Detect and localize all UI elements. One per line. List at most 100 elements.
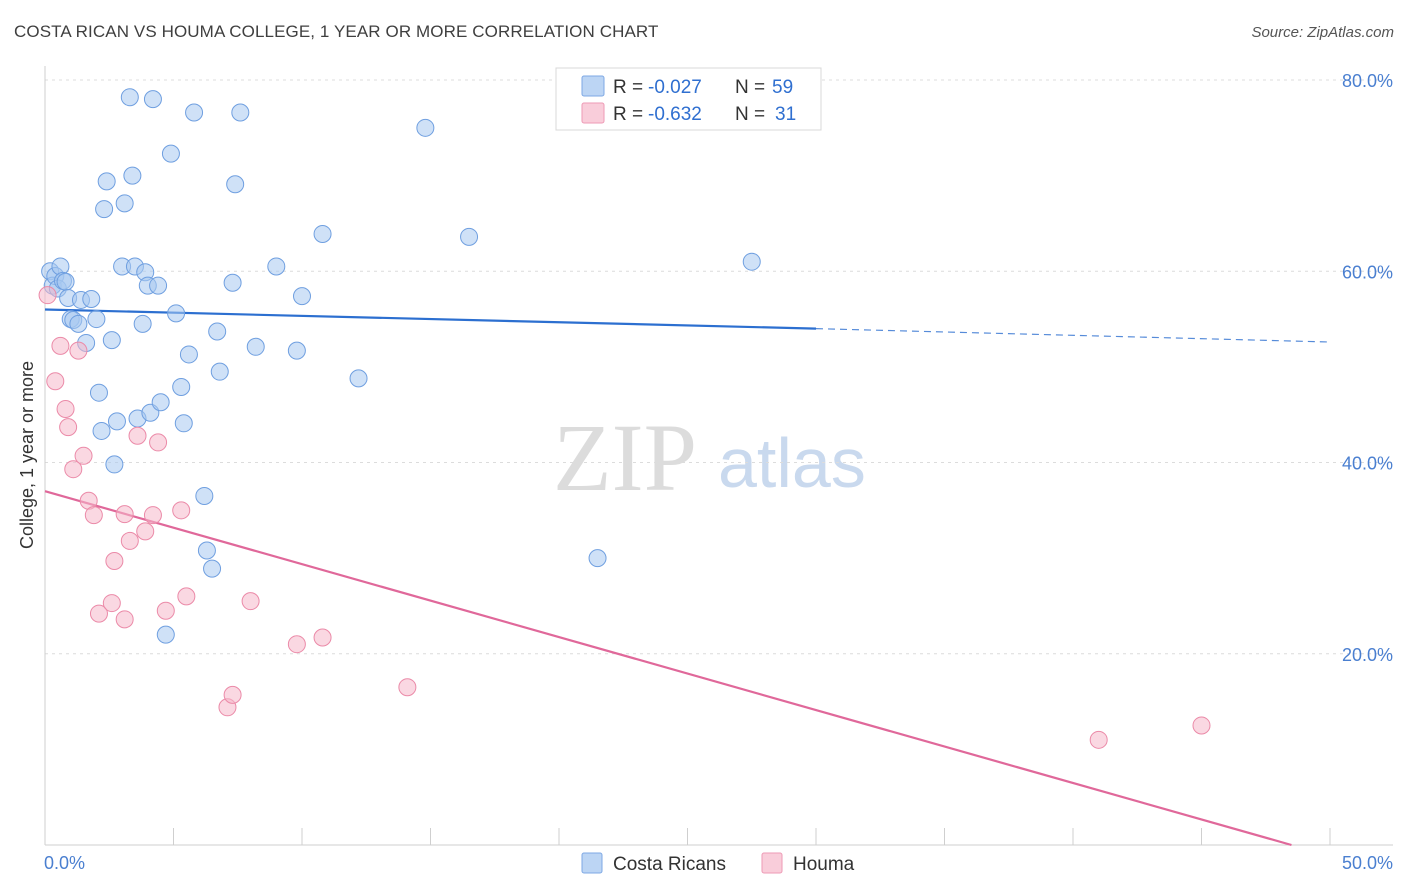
legend-r-value-2: -0.632	[648, 104, 702, 125]
legend-n-label-1: N =	[735, 77, 765, 98]
costa-ricans-point-38	[172, 377, 191, 396]
legend: R = -0.027 N = 59 R = -0.632 N = 31	[555, 67, 822, 131]
costa-ricans-point-55	[349, 369, 368, 388]
costa-ricans-point-52	[287, 341, 306, 360]
costa-ricans-point-39	[174, 414, 193, 433]
costa-ricans-point-24	[120, 88, 139, 107]
costa-ricans-point-18	[95, 200, 114, 219]
source-label: Source: ZipAtlas.com	[1251, 24, 1394, 41]
costa-ricans-point-53	[293, 287, 311, 306]
costa-ricans-point-44	[203, 559, 222, 578]
y-tick-label-20: 20.0%	[1342, 645, 1393, 665]
legend-n-label-2: N =	[735, 104, 765, 125]
legend-n-value-1: 59	[772, 77, 793, 98]
bottom-legend-swatch-costa-ricans	[581, 852, 603, 874]
trend-line-1	[44, 490, 1292, 847]
legend-n-value-2: 31	[775, 104, 796, 125]
houma-point-9	[84, 506, 103, 525]
legend-swatch-costa-ricans	[581, 75, 605, 97]
costa-ricans-point-33	[149, 276, 168, 295]
y-tick-label-60: 60.0%	[1342, 262, 1393, 282]
costa-ricans-point-15	[89, 383, 108, 402]
houma-point-14	[115, 505, 134, 524]
costa-ricans-point-41	[185, 103, 204, 122]
costa-ricans-point-13	[82, 289, 101, 308]
costa-ricans-point-35	[156, 625, 175, 644]
x-tick-label-min: 0.0%	[44, 853, 85, 873]
trend-line-0	[44, 308, 817, 330]
costa-ricans-point-37	[167, 304, 186, 323]
y-tick-label-40: 40.0%	[1342, 454, 1393, 474]
gridlines	[45, 79, 1393, 655]
trend-lines	[44, 308, 1331, 847]
costa-ricans-point-25	[123, 166, 142, 185]
houma-point-2	[51, 336, 70, 355]
houma-point-1	[46, 372, 65, 391]
costa-ricans-point-58	[588, 549, 607, 568]
houma-point-7	[74, 446, 93, 465]
houma-point-10	[89, 604, 108, 623]
data-points	[38, 88, 1211, 749]
costa-ricans-point-10	[69, 314, 88, 333]
legend-swatch-houma	[581, 102, 605, 124]
houma-point-21	[172, 501, 191, 520]
costa-ricans-point-51	[267, 257, 286, 276]
costa-ricans-point-17	[97, 172, 116, 191]
costa-ricans-point-31	[143, 90, 162, 109]
bottom-legend-swatch-houma	[761, 852, 783, 874]
costa-ricans-point-48	[226, 175, 245, 194]
houma-point-25	[241, 592, 260, 611]
houma-point-29	[1089, 730, 1108, 749]
watermark-atlas: atlas	[718, 424, 866, 502]
houma-point-27	[313, 628, 332, 647]
bottom-legend-costa-ricans: Costa Ricans	[613, 854, 726, 875]
costa-ricans-point-54	[313, 224, 332, 243]
costa-ricans-point-20	[105, 455, 124, 474]
houma-point-15	[120, 531, 139, 550]
trend-line-extension-0	[815, 328, 1331, 343]
costa-ricans-point-28	[133, 314, 152, 333]
houma-point-22	[177, 587, 196, 606]
houma-point-18	[143, 506, 162, 525]
costa-ricans-point-56	[416, 118, 435, 137]
bottom-legend: Costa Ricans Houma	[581, 852, 855, 875]
costa-ricans-point-14	[87, 310, 106, 329]
houma-point-28	[398, 678, 417, 697]
houma-point-26	[287, 635, 306, 654]
costa-ricans-point-43	[197, 541, 216, 560]
costa-ricans-point-34	[151, 393, 170, 412]
houma-point-11	[102, 594, 121, 613]
houma-point-30	[1192, 716, 1211, 735]
houma-point-24	[223, 685, 242, 704]
costa-ricans-point-23	[115, 194, 134, 213]
costa-ricans-point-6	[56, 272, 75, 291]
houma-point-5	[64, 460, 83, 479]
chart-title: COSTA RICAN VS HOUMA COLLEGE, 1 YEAR OR …	[14, 22, 659, 41]
costa-ricans-point-47	[223, 273, 242, 292]
legend-r-label-1: R =	[613, 77, 643, 98]
costa-ricans-point-19	[102, 331, 121, 350]
houma-point-0	[38, 286, 57, 305]
houma-point-13	[115, 610, 134, 629]
bottom-legend-houma: Houma	[793, 854, 855, 875]
costa-ricans-point-21	[107, 412, 126, 431]
costa-ricans-point-46	[210, 362, 229, 381]
costa-ricans-point-45	[208, 322, 227, 341]
legend-r-value-1: -0.027	[648, 77, 702, 98]
costa-ricans-point-50	[246, 337, 265, 356]
legend-r-label-2: R =	[613, 104, 643, 125]
houma-point-20	[156, 601, 175, 620]
houma-point-17	[136, 522, 155, 541]
watermark-zip: ZIP	[553, 404, 697, 511]
x-tick-label-max: 50.0%	[1342, 853, 1393, 873]
houma-point-3	[56, 399, 75, 418]
y-tick-label-80: 80.0%	[1342, 71, 1393, 91]
houma-point-6	[69, 341, 88, 360]
costa-ricans-point-59	[742, 252, 761, 271]
costa-ricans-point-42	[195, 486, 214, 505]
costa-ricans-point-36	[161, 144, 180, 163]
costa-ricans-point-57	[460, 227, 479, 246]
houma-point-12	[105, 551, 124, 570]
y-axis-label: College, 1 year or more	[17, 361, 37, 549]
